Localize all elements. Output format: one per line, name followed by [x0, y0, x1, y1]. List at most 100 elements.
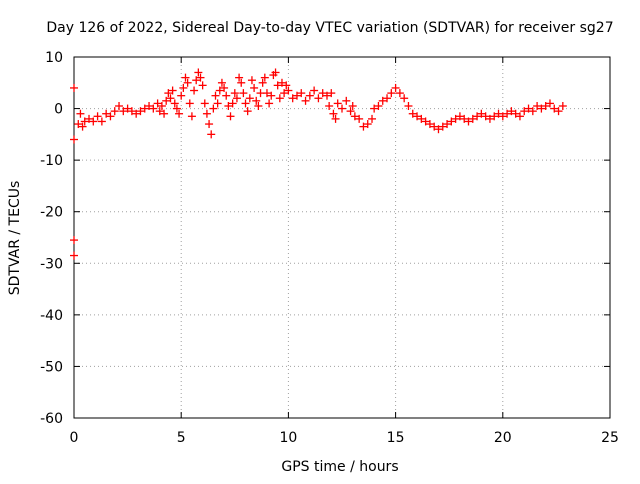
data-point	[277, 78, 286, 87]
data-point	[355, 114, 364, 123]
data-point	[70, 236, 78, 245]
x-tick-label: 25	[601, 430, 619, 446]
data-point	[473, 112, 482, 121]
data-point	[318, 89, 327, 98]
data-point	[524, 104, 533, 113]
data-point	[207, 130, 216, 139]
data-point	[342, 96, 351, 105]
data-point	[515, 112, 524, 121]
x-tick-label: 10	[279, 430, 297, 446]
data-point	[438, 122, 447, 131]
y-tick-label: -30	[40, 256, 63, 272]
data-point	[545, 99, 554, 108]
data-point	[468, 114, 477, 123]
data-point	[333, 99, 342, 108]
data-point	[325, 101, 334, 110]
data-point	[205, 120, 214, 129]
data-point	[558, 101, 567, 110]
data-point	[76, 109, 85, 118]
data-point	[520, 107, 529, 116]
data-point	[314, 94, 323, 103]
data-point	[301, 96, 310, 105]
y-tick-label: -10	[40, 153, 63, 169]
x-tick-label: 15	[387, 430, 405, 446]
data-point	[168, 86, 177, 95]
data-point	[378, 96, 387, 105]
data-point	[164, 89, 173, 98]
data-point	[70, 83, 78, 92]
chart-title: Day 126 of 2022, Sidereal Day-to-day VTE…	[46, 20, 613, 36]
data-point	[202, 109, 211, 118]
data-point	[243, 107, 252, 116]
data-point	[297, 89, 306, 98]
data-point	[185, 99, 194, 108]
data-point	[400, 94, 409, 103]
data-point	[217, 78, 226, 87]
data-point	[175, 109, 184, 118]
data-point	[132, 109, 141, 118]
data-point	[245, 94, 254, 103]
x-tick-label: 0	[70, 430, 79, 446]
data-point	[241, 99, 250, 108]
data-point	[155, 107, 164, 116]
data-point	[498, 112, 507, 121]
data-point	[391, 83, 400, 92]
data-point	[172, 104, 181, 113]
data-point	[282, 81, 291, 90]
data-point	[533, 101, 542, 110]
data-point	[127, 107, 136, 116]
data-point	[417, 114, 426, 123]
data-point	[211, 91, 220, 100]
data-point	[507, 107, 516, 116]
data-point	[275, 94, 284, 103]
data-point	[187, 112, 196, 121]
x-tick-label: 20	[494, 430, 512, 446]
data-point	[503, 109, 512, 118]
data-point	[70, 135, 78, 144]
data-point	[262, 89, 271, 98]
data-point	[443, 120, 452, 129]
data-point	[183, 78, 192, 87]
data-point	[387, 89, 396, 98]
data-point	[383, 94, 392, 103]
data-point	[528, 107, 537, 116]
data-point	[170, 99, 179, 108]
data-point	[166, 94, 175, 103]
data-point	[447, 117, 456, 126]
data-point	[430, 122, 439, 131]
data-point	[490, 112, 499, 121]
data-point	[363, 120, 372, 129]
data-point	[348, 101, 357, 110]
data-point	[153, 99, 162, 108]
data-point	[78, 122, 87, 131]
data-point	[331, 114, 340, 123]
data-point	[346, 107, 355, 116]
y-tick-label: -50	[40, 359, 63, 375]
y-tick-labels: 10 0 -10 -20 -30 -40 -50 -60	[40, 50, 63, 427]
y-tick-label: 10	[45, 50, 63, 66]
data-point	[198, 81, 207, 90]
data-point	[123, 104, 132, 113]
data-point	[222, 91, 231, 100]
data-point	[550, 104, 559, 113]
data-point	[160, 109, 169, 118]
data-point	[267, 91, 276, 100]
data-point	[305, 91, 314, 100]
data-point	[102, 109, 111, 118]
data-point	[213, 99, 222, 108]
y-tick-label: -20	[40, 205, 63, 221]
data-point	[481, 112, 490, 121]
data-point	[192, 76, 201, 85]
data-point	[89, 117, 98, 126]
data-point	[228, 99, 237, 108]
data-point	[413, 112, 422, 121]
data-point	[239, 89, 248, 98]
data-point	[196, 73, 205, 82]
data-point	[404, 101, 413, 110]
data-point	[425, 120, 434, 129]
data-point	[310, 86, 319, 95]
data-point	[194, 68, 203, 77]
data-point	[136, 107, 145, 116]
data-point	[455, 112, 464, 121]
